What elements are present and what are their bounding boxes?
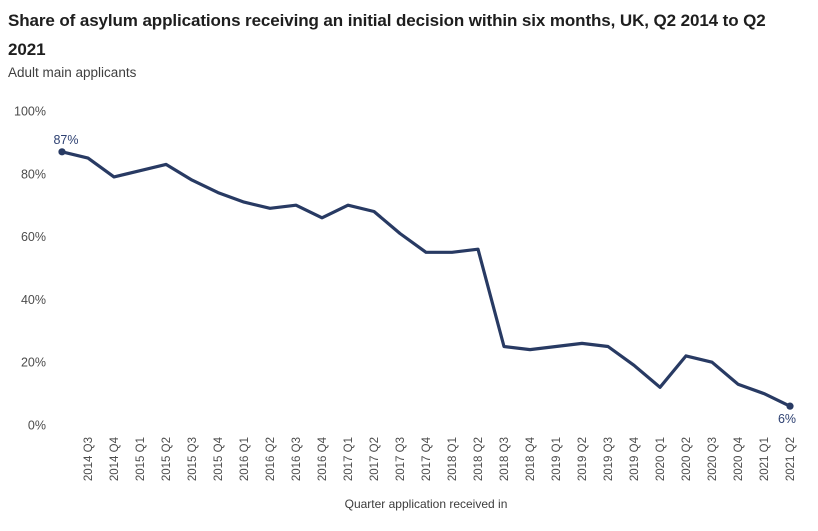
x-axis-tick-label: 2017 Q1 (343, 437, 355, 481)
y-axis-tick-label: 0% (28, 419, 46, 433)
x-axis-tick-label: 2019 Q1 (551, 437, 563, 481)
x-axis-tick-label: 2018 Q4 (525, 436, 537, 481)
y-axis-tick-label: 20% (21, 356, 46, 370)
x-axis-tick-label: 2015 Q3 (187, 437, 199, 481)
y-axis-tick-label: 40% (21, 293, 46, 307)
x-axis-tick-label: 2018 Q3 (499, 437, 511, 481)
x-axis-tick-label: 2021 Q1 (759, 437, 771, 481)
data-point-label: 87% (53, 133, 78, 147)
x-axis-tick-label: 2018 Q2 (473, 437, 485, 481)
y-axis-tick-label: 60% (21, 230, 46, 244)
x-axis-tick-label: 2018 Q1 (447, 437, 459, 481)
x-axis-tick-label: 2016 Q1 (239, 437, 251, 481)
x-axis-tick-label: 2014 Q3 (83, 437, 95, 481)
x-axis-title: Quarter application received in (345, 497, 508, 511)
x-axis-tick-label: 2020 Q3 (707, 437, 719, 481)
x-axis-tick-label: 2016 Q2 (265, 437, 277, 481)
x-axis-tick-label: 2015 Q2 (161, 437, 173, 481)
x-axis-tick-label: 2017 Q4 (421, 436, 433, 481)
data-point-label: 6% (778, 412, 796, 426)
x-axis-tick-label: 2020 Q1 (655, 437, 667, 481)
x-axis-tick-label: 2020 Q2 (681, 437, 693, 481)
y-axis-tick-label: 80% (21, 167, 46, 181)
y-axis-tick-label: 100% (14, 105, 46, 119)
x-axis-tick-label: 2015 Q1 (135, 437, 147, 481)
x-axis-tick-label: 2020 Q4 (733, 436, 745, 481)
x-axis-tick-label: 2019 Q4 (629, 436, 641, 481)
x-axis-tick-label: 2015 Q4 (213, 436, 225, 481)
data-point-marker (786, 402, 794, 410)
x-axis-tick-label: 2014 Q4 (109, 436, 121, 481)
x-axis-tick-label: 2019 Q2 (577, 437, 589, 481)
trend-line (60, 150, 792, 408)
chart-title: Share of asylum applications receiving a… (8, 11, 766, 59)
data-point-marker (58, 148, 66, 156)
x-axis-tick-label: 2016 Q3 (291, 437, 303, 481)
x-axis-tick-label: 2019 Q3 (603, 437, 615, 481)
x-axis-tick-label: 2016 Q4 (317, 436, 329, 481)
x-axis-tick-label: 2017 Q2 (369, 437, 381, 481)
x-axis-tick-label: 2021 Q2 (785, 437, 797, 481)
chart-subtitle: Adult main applicants (8, 65, 137, 80)
x-axis-tick-label: 2017 Q3 (395, 437, 407, 481)
